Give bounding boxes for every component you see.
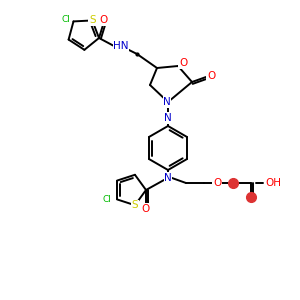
Text: S: S	[132, 200, 138, 210]
Text: OH: OH	[265, 178, 281, 188]
Text: N: N	[164, 173, 172, 183]
Text: O: O	[213, 178, 221, 188]
Text: O: O	[100, 15, 108, 25]
Text: O: O	[179, 58, 187, 68]
Text: O: O	[207, 71, 215, 81]
Text: S: S	[89, 15, 96, 26]
Text: Cl: Cl	[61, 15, 70, 24]
Text: Cl: Cl	[103, 195, 112, 204]
Text: N: N	[164, 113, 172, 123]
Text: O: O	[141, 204, 149, 214]
Text: HN: HN	[113, 41, 129, 51]
Text: N: N	[163, 97, 171, 107]
